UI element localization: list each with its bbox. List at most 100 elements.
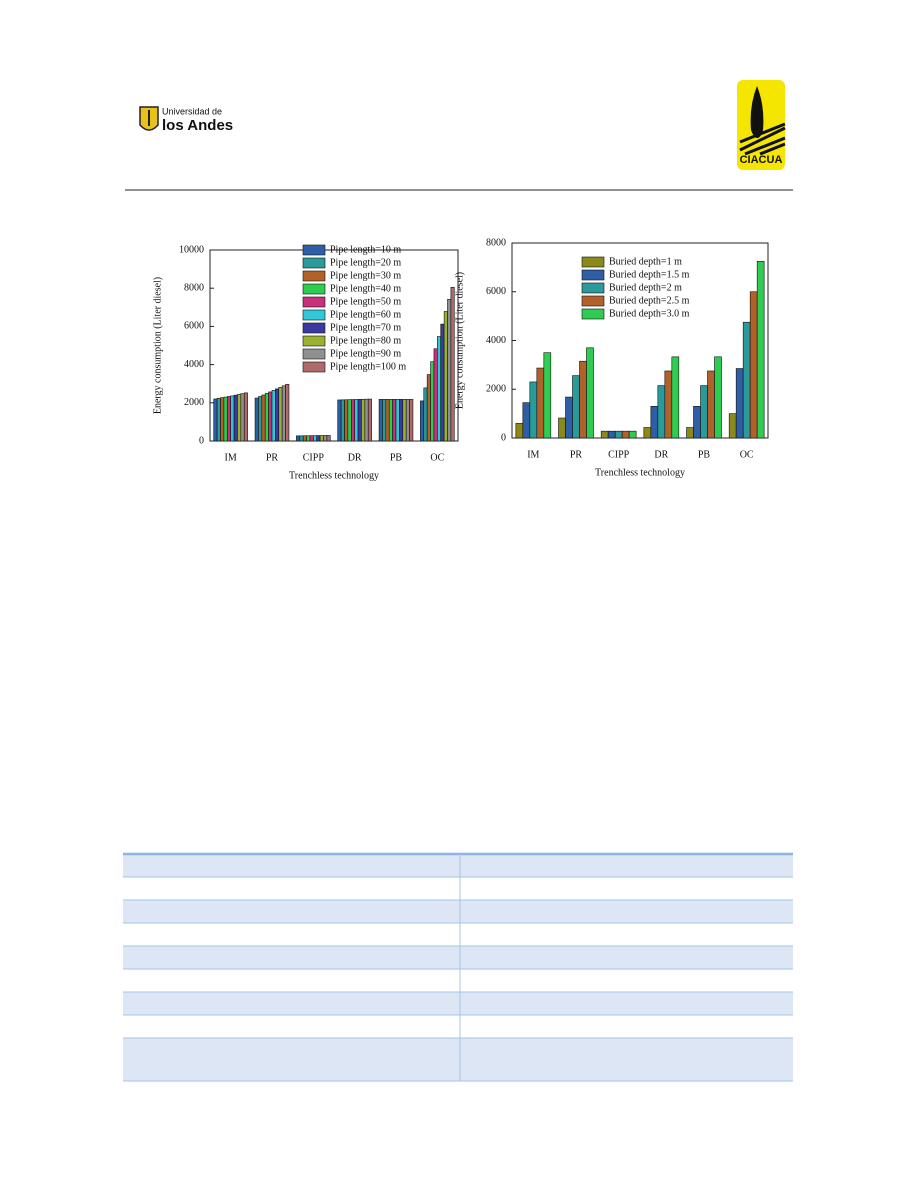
legend-label: Pipe length=20 m — [330, 257, 401, 268]
legend-label: Pipe length=80 m — [330, 335, 401, 346]
bar — [707, 370, 715, 439]
bar — [426, 374, 431, 442]
bar — [285, 383, 290, 442]
table-grid — [123, 854, 793, 1082]
bar — [671, 356, 680, 439]
bar — [443, 311, 448, 442]
table-row — [123, 946, 793, 969]
bar — [433, 348, 438, 442]
bar — [657, 385, 666, 439]
legend-swatch — [302, 296, 326, 308]
bar — [515, 423, 524, 439]
legend-label: Pipe length=90 m — [330, 348, 401, 359]
bar — [522, 402, 531, 439]
legend-label: Buried depth=2.5 m — [609, 295, 690, 306]
bar — [664, 370, 673, 439]
x-tick-label: OC — [740, 449, 754, 460]
bar — [437, 336, 442, 442]
legend-swatch — [302, 322, 326, 334]
legend-swatch — [581, 308, 605, 320]
bar — [728, 413, 737, 439]
legend-label: Buried depth=1.5 m — [609, 269, 690, 280]
x-tick-label: PR — [266, 452, 279, 463]
y-tick-label: 0 — [199, 435, 204, 446]
bar — [309, 435, 314, 442]
table-row — [123, 992, 793, 1015]
x-tick-label: DR — [348, 452, 362, 463]
bar — [423, 387, 428, 442]
bar — [340, 399, 345, 442]
bar — [742, 321, 751, 439]
y-tick-label: 8000 — [486, 237, 506, 248]
bar — [347, 399, 352, 442]
legend-label: Pipe length=60 m — [330, 309, 401, 320]
bar — [306, 435, 311, 442]
y-tick-label: 4000 — [486, 335, 506, 346]
bar — [558, 417, 566, 439]
bar — [326, 435, 331, 442]
table-row — [123, 854, 793, 877]
y-tick-label: 10000 — [179, 244, 204, 255]
bar — [240, 393, 245, 442]
field — [739, 122, 786, 156]
bar — [399, 399, 404, 442]
x-tick-label: CIPP — [608, 449, 630, 460]
y-tick-label: 6000 — [184, 321, 204, 332]
legend-swatch — [302, 348, 326, 360]
bar — [344, 399, 349, 442]
x-tick-label: CIPP — [303, 452, 325, 463]
plot-frame — [209, 249, 459, 442]
bar — [735, 368, 744, 439]
bar — [700, 385, 708, 439]
university-line1: Universidad de — [162, 106, 222, 116]
y-tick-label: 0 — [501, 432, 506, 443]
tree — [750, 86, 764, 138]
bar — [302, 435, 307, 442]
legend-label: Pipe length=30 m — [330, 270, 401, 281]
legend-swatch — [302, 244, 326, 256]
bar — [686, 427, 694, 439]
bar — [536, 367, 545, 439]
y-axis-title: Energy consumption (Liter diesel) — [454, 272, 465, 409]
university-line2: los Andes — [162, 117, 233, 134]
bar — [313, 435, 318, 442]
y-tick-label: 6000 — [486, 286, 506, 297]
bar — [529, 381, 538, 439]
bar — [354, 399, 359, 442]
bar — [323, 435, 328, 442]
x-tick-label: PR — [570, 449, 583, 460]
legend-label: Pipe length=50 m — [330, 296, 401, 307]
bar — [278, 387, 283, 442]
bar — [233, 394, 238, 442]
bar — [714, 356, 722, 439]
bar — [319, 435, 324, 442]
center-name: CIACUA — [740, 154, 783, 166]
y-tick-label: 2000 — [184, 397, 204, 408]
bar — [261, 394, 266, 442]
center-logo: CIACUA — [737, 80, 786, 170]
x-tick-label: PB — [698, 449, 711, 460]
bar — [693, 406, 701, 439]
bar — [405, 399, 410, 442]
bar — [385, 399, 390, 442]
bar — [378, 399, 383, 442]
bar — [572, 375, 580, 439]
bar — [392, 399, 397, 442]
bar — [756, 260, 765, 439]
bar — [237, 394, 242, 442]
legend-swatch — [581, 282, 605, 294]
bar — [579, 360, 587, 439]
bar — [420, 400, 425, 442]
bar — [243, 392, 248, 442]
bar — [364, 398, 369, 442]
x-tick-label: IM — [225, 452, 237, 463]
legend-label: Pipe length=10 m — [330, 244, 401, 255]
bar — [650, 406, 659, 439]
x-tick-label: IM — [527, 449, 539, 460]
legend-swatch — [581, 269, 605, 281]
legend-label: Buried depth=3.0 m — [609, 308, 690, 319]
bar — [268, 391, 273, 442]
bar — [275, 388, 280, 442]
